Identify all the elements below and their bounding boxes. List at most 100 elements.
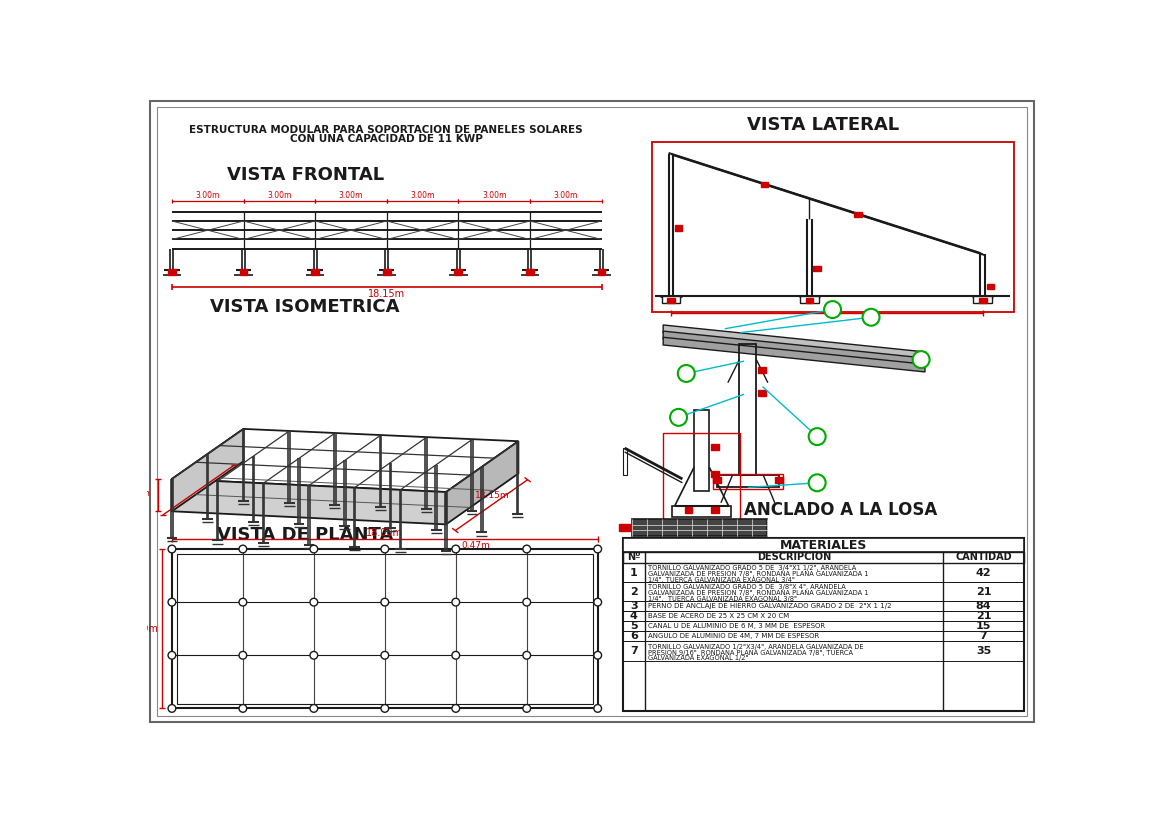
Circle shape (169, 545, 176, 553)
Text: 18.15m: 18.15m (476, 491, 509, 500)
Text: 3.00m: 3.00m (338, 191, 363, 200)
Text: 4: 4 (813, 432, 821, 442)
Polygon shape (172, 429, 519, 492)
Bar (651, 143, 1014, 312)
Bar (760, 182, 768, 187)
Text: 3: 3 (631, 601, 638, 611)
Bar (624, 552, 1023, 563)
Text: 3.00m: 3.00m (482, 191, 506, 200)
Text: VISTA ISOMETRICA: VISTA ISOMETRICA (210, 298, 400, 316)
Circle shape (670, 409, 687, 425)
Bar (713, 478, 721, 482)
Text: 1: 1 (683, 368, 691, 378)
Circle shape (452, 704, 460, 712)
Circle shape (239, 651, 247, 659)
Circle shape (594, 598, 602, 606)
Circle shape (523, 598, 530, 606)
Bar (624, 582, 1023, 601)
Bar (666, 298, 675, 303)
Bar (974, 297, 992, 302)
Circle shape (594, 651, 602, 659)
Bar (806, 298, 813, 303)
Bar (382, 269, 390, 275)
Text: VISTA FRONTAL: VISTA FRONTAL (226, 165, 383, 184)
Bar (169, 269, 176, 275)
Circle shape (310, 545, 318, 553)
Text: 1: 1 (629, 567, 638, 578)
Text: Nº: Nº (627, 553, 641, 562)
Circle shape (239, 545, 247, 553)
Text: PRESION 9/16", RONDANA PLANA GALVANIZADA 7/8", TUERCA: PRESION 9/16", RONDANA PLANA GALVANIZADA… (648, 650, 852, 655)
Circle shape (169, 598, 176, 606)
Bar (710, 444, 718, 450)
Bar (624, 601, 1023, 611)
Text: 1.64m: 1.64m (119, 491, 148, 500)
Text: 21: 21 (976, 587, 991, 597)
Text: 5: 5 (917, 355, 925, 364)
Circle shape (523, 545, 530, 553)
Text: 2: 2 (675, 412, 683, 422)
Circle shape (678, 365, 694, 382)
Text: GALVANIZADA DE PRESION 7/8", RONDANA PLANA GALVANIZADA 1: GALVANIZADA DE PRESION 7/8", RONDANA PLA… (648, 590, 869, 597)
Bar (311, 269, 319, 275)
Text: VISTA LATERAL: VISTA LATERAL (747, 116, 900, 134)
Circle shape (239, 598, 247, 606)
Circle shape (808, 428, 826, 445)
Text: VISTA DE PLANTA: VISTA DE PLANTA (217, 526, 394, 544)
Text: TORNILLO GALVANIZADO GRADO 5 DE  3/8"X 4", ARANDELA: TORNILLO GALVANIZADO GRADO 5 DE 3/8"X 4"… (648, 584, 845, 590)
Circle shape (452, 545, 460, 553)
Bar (739, 344, 757, 475)
Text: 3.00m: 3.00m (553, 191, 578, 200)
Bar (710, 471, 718, 477)
Bar (624, 538, 1023, 552)
Text: 84: 84 (976, 601, 991, 611)
Text: 2: 2 (629, 587, 638, 597)
Text: CANTIDAD: CANTIDAD (955, 553, 1012, 562)
Text: ANCLADO A LA LOSA: ANCLADO A LA LOSA (744, 500, 937, 519)
Text: 0.47m: 0.47m (461, 541, 490, 550)
Bar (986, 284, 994, 289)
Polygon shape (446, 441, 519, 524)
Text: 1/4", TUERCA GALVANIZADA EXAGONAL 3/4": 1/4", TUERCA GALVANIZADA EXAGONAL 3/4" (648, 577, 795, 583)
Bar (624, 538, 1023, 711)
Text: 3: 3 (813, 478, 821, 488)
Text: PERNO DE ANCLAJE DE HIERRO GALVANIZADO GRADO 2 DE  2"X 1 1/2: PERNO DE ANCLAJE DE HIERRO GALVANIZADO G… (648, 603, 892, 610)
Bar (685, 508, 692, 513)
Text: 6: 6 (828, 305, 836, 315)
Text: 7: 7 (979, 632, 988, 641)
Text: CON UNA CAPACIDAD DE 11 KWP: CON UNA CAPACIDAD DE 11 KWP (290, 134, 483, 144)
Text: MATERIALES: MATERIALES (780, 539, 867, 552)
Bar (663, 433, 740, 529)
Text: DESCRIPCION: DESCRIPCION (757, 553, 832, 562)
Bar (597, 269, 605, 275)
Text: 7: 7 (629, 646, 638, 656)
Bar (619, 524, 629, 531)
Bar (624, 563, 1023, 582)
Bar (177, 553, 594, 704)
Bar (526, 269, 534, 275)
Bar (662, 297, 680, 302)
Bar (624, 611, 1023, 621)
Circle shape (381, 598, 388, 606)
Circle shape (169, 651, 176, 659)
Bar (717, 475, 778, 487)
Bar (239, 269, 247, 275)
Text: 21: 21 (976, 611, 991, 621)
Text: GALVANIZADA DE PRESION 7/8", RONDANA PLANA GALVANIZADA 1: GALVANIZADA DE PRESION 7/8", RONDANA PLA… (648, 571, 869, 577)
Bar (624, 641, 1023, 661)
Circle shape (452, 651, 460, 659)
Text: 4: 4 (629, 611, 638, 621)
Circle shape (381, 651, 388, 659)
Text: TORNILLO GALVANIZADO 1/2"X3/4", ARANDELA GALVANIZADA DE: TORNILLO GALVANIZADO 1/2"X3/4", ARANDELA… (648, 644, 863, 650)
Circle shape (452, 598, 460, 606)
Circle shape (594, 704, 602, 712)
Bar (800, 297, 819, 302)
Circle shape (808, 474, 826, 491)
Circle shape (310, 704, 318, 712)
Circle shape (523, 704, 530, 712)
Bar (694, 410, 709, 491)
Polygon shape (663, 325, 925, 359)
Text: 15: 15 (976, 621, 991, 632)
Circle shape (523, 651, 530, 659)
Text: 3.99m: 3.99m (127, 623, 158, 634)
